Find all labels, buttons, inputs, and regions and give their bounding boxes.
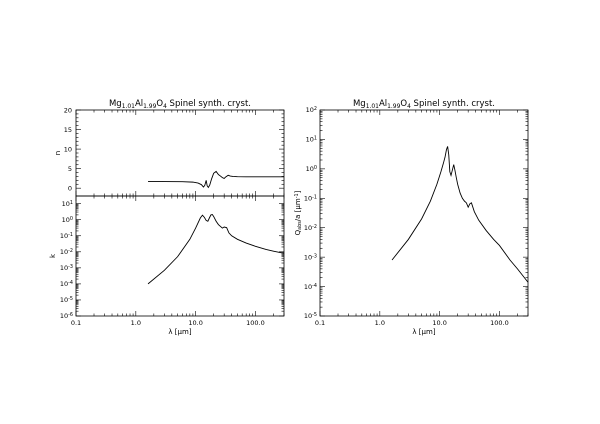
k-y-tick-label: 10-4 xyxy=(60,280,73,288)
qabs-y-tick-label: 10-4 xyxy=(304,283,317,291)
k-x-tick-label: 100.0 xyxy=(246,319,265,327)
n-panel: 0 5 10 15 20 xyxy=(64,106,285,196)
n-y-axis-label: n xyxy=(54,151,62,155)
qabs-y-tick-label: 10-2 xyxy=(304,224,317,232)
qabs-x-tick-label: 1.0 xyxy=(375,319,385,327)
n-y-tick-label: 0 xyxy=(68,184,72,192)
k-x-tick-label: 10.0 xyxy=(188,319,202,327)
k-y-tick-label: 10-5 xyxy=(60,296,73,304)
k-y-tick-label: 10-6 xyxy=(60,312,73,320)
qabs-x-tick-label: 0.1 xyxy=(315,319,325,327)
left-panel-title: Mg1.01Al1.99O4 Spinel synth. cryst. xyxy=(109,99,251,110)
qabs-y-tick-label: 101 xyxy=(306,136,317,144)
qabs-y-tick-label: 102 xyxy=(306,106,317,114)
qabs-y-axis-label: Qabs/a [μm-1] xyxy=(294,190,303,235)
n-panel-frame xyxy=(75,109,285,197)
n-y-tick-label: 20 xyxy=(64,106,72,114)
k-x-axis-label: λ [μm] xyxy=(168,328,191,336)
qabs-x-tick-label: 100.0 xyxy=(490,319,509,327)
k-y-axis-label: k xyxy=(49,253,57,258)
qabs-x-axis-label: λ [μm] xyxy=(412,328,435,336)
k-y-tick-label: 100 xyxy=(62,216,73,224)
qabs-panel: 0.1 1.0 10.0 100.0 10-5 10-4 10-3 10-2 10-1 100 10… xyxy=(304,106,529,327)
k-panel: 0.1 1.0 10.0 100.0 10-6 10-5 10-4 10-3 10-2 10-1 1… xyxy=(60,196,285,327)
k-series-line xyxy=(147,214,285,285)
n-y-tick-label: 10 xyxy=(64,145,72,153)
qabs-x-tick-label: 10.0 xyxy=(432,319,446,327)
qabs-series-line xyxy=(391,146,529,283)
right-panel-title: Mg1.01Al1.99O4 Spinel synth. cryst. xyxy=(353,99,495,110)
qabs-panel-frame xyxy=(319,109,529,317)
k-y-tick-label: 10-3 xyxy=(60,264,73,272)
k-x-tick-label: 0.1 xyxy=(71,319,81,327)
qabs-y-tick-label: 100 xyxy=(306,165,317,173)
n-series-line xyxy=(148,170,284,189)
qabs-y-tick-label: 10-1 xyxy=(304,194,317,202)
k-y-tick-label: 101 xyxy=(62,200,73,208)
n-y-tick-label: 5 xyxy=(68,165,72,173)
k-x-tick-label: 1.0 xyxy=(131,319,141,327)
qabs-y-tick-label: 10-3 xyxy=(304,253,317,261)
qabs-y-tick-label: 10-5 xyxy=(304,312,317,320)
k-y-tick-label: 10-1 xyxy=(60,232,73,240)
k-panel-frame xyxy=(75,195,285,317)
n-y-tick-label: 15 xyxy=(64,126,72,134)
k-y-tick-label: 10-2 xyxy=(60,248,73,256)
